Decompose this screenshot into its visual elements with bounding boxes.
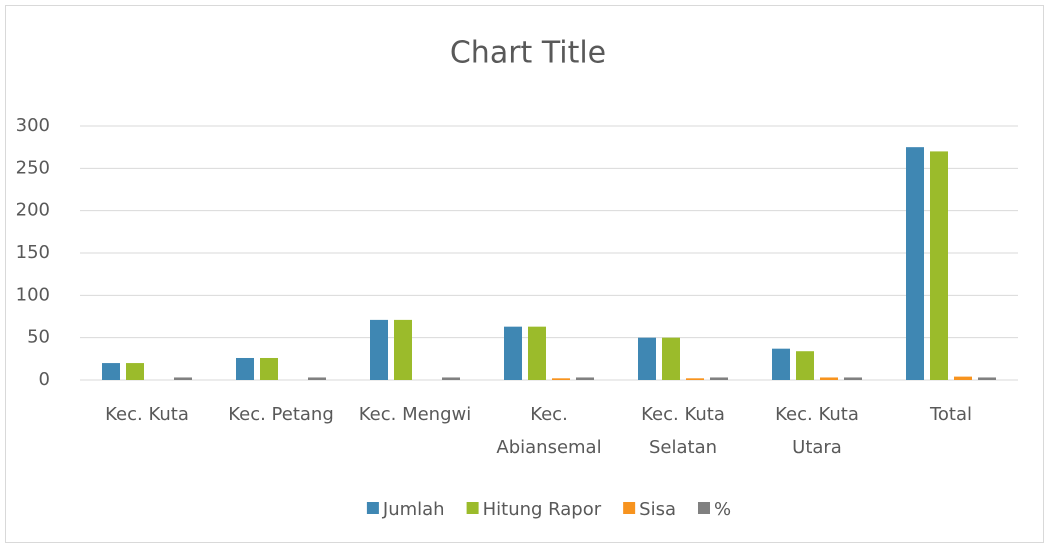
- bar: [844, 377, 862, 380]
- legend-item: %: [697, 499, 731, 520]
- bar: [796, 351, 814, 380]
- legend-swatch: [697, 502, 710, 514]
- bar: [820, 377, 838, 380]
- bar: [930, 151, 948, 380]
- bar: [528, 326, 546, 380]
- bar: [662, 337, 680, 380]
- bar: [576, 377, 594, 380]
- bar: [174, 377, 192, 380]
- bar: [236, 357, 254, 380]
- legend-item: Hitung Rapor: [466, 499, 602, 520]
- legend-swatch: [623, 502, 636, 514]
- x-tick-label: Kec. Kuta Utara: [775, 404, 859, 458]
- bar: [710, 377, 728, 380]
- y-tick-label: 300: [16, 115, 50, 136]
- legend-item: Jumlah: [366, 499, 445, 520]
- bar: [102, 363, 120, 380]
- y-tick-label: 150: [16, 242, 50, 263]
- x-tick-label: Kec. Kuta: [105, 404, 189, 425]
- legend-label: %: [714, 499, 731, 520]
- y-tick-label: 50: [27, 327, 50, 348]
- bar: [370, 319, 388, 380]
- legend-swatch: [366, 502, 379, 514]
- bar: [552, 378, 570, 380]
- x-tick-label: Kec. Petang: [228, 404, 334, 425]
- bar: [954, 376, 972, 380]
- bar: [772, 348, 790, 380]
- legend-label: Jumlah: [382, 499, 445, 520]
- bar: [906, 147, 924, 380]
- bar: [638, 337, 656, 380]
- legend: Jumlah Hitung Rapor Sisa%: [366, 499, 731, 520]
- legend-item: Sisa: [623, 499, 676, 520]
- chart-title: Chart Title: [450, 36, 606, 71]
- bar: [504, 326, 522, 380]
- x-tick-label: Kec. Kuta Selatan: [641, 404, 725, 458]
- bar: [686, 378, 704, 380]
- legend-label: Hitung Rapor: [483, 499, 602, 520]
- y-tick-label: 0: [39, 369, 50, 390]
- bar: [394, 319, 412, 380]
- y-tick-label: 250: [16, 157, 50, 178]
- y-tick-label: 100: [16, 284, 50, 305]
- chart-border: [5, 5, 1044, 543]
- bar: [308, 377, 326, 380]
- bar: [978, 377, 996, 380]
- x-tick-label: Kec. Mengwi: [358, 404, 472, 425]
- bar: [442, 377, 460, 380]
- bar: [260, 357, 278, 380]
- y-tick-label: 200: [16, 200, 50, 221]
- x-tick-label: Kec. Abiansemal: [496, 404, 602, 458]
- legend-label: Sisa: [639, 499, 676, 520]
- x-tick-label: Total: [929, 404, 973, 425]
- legend-swatch: [466, 502, 479, 514]
- bar: [126, 363, 144, 380]
